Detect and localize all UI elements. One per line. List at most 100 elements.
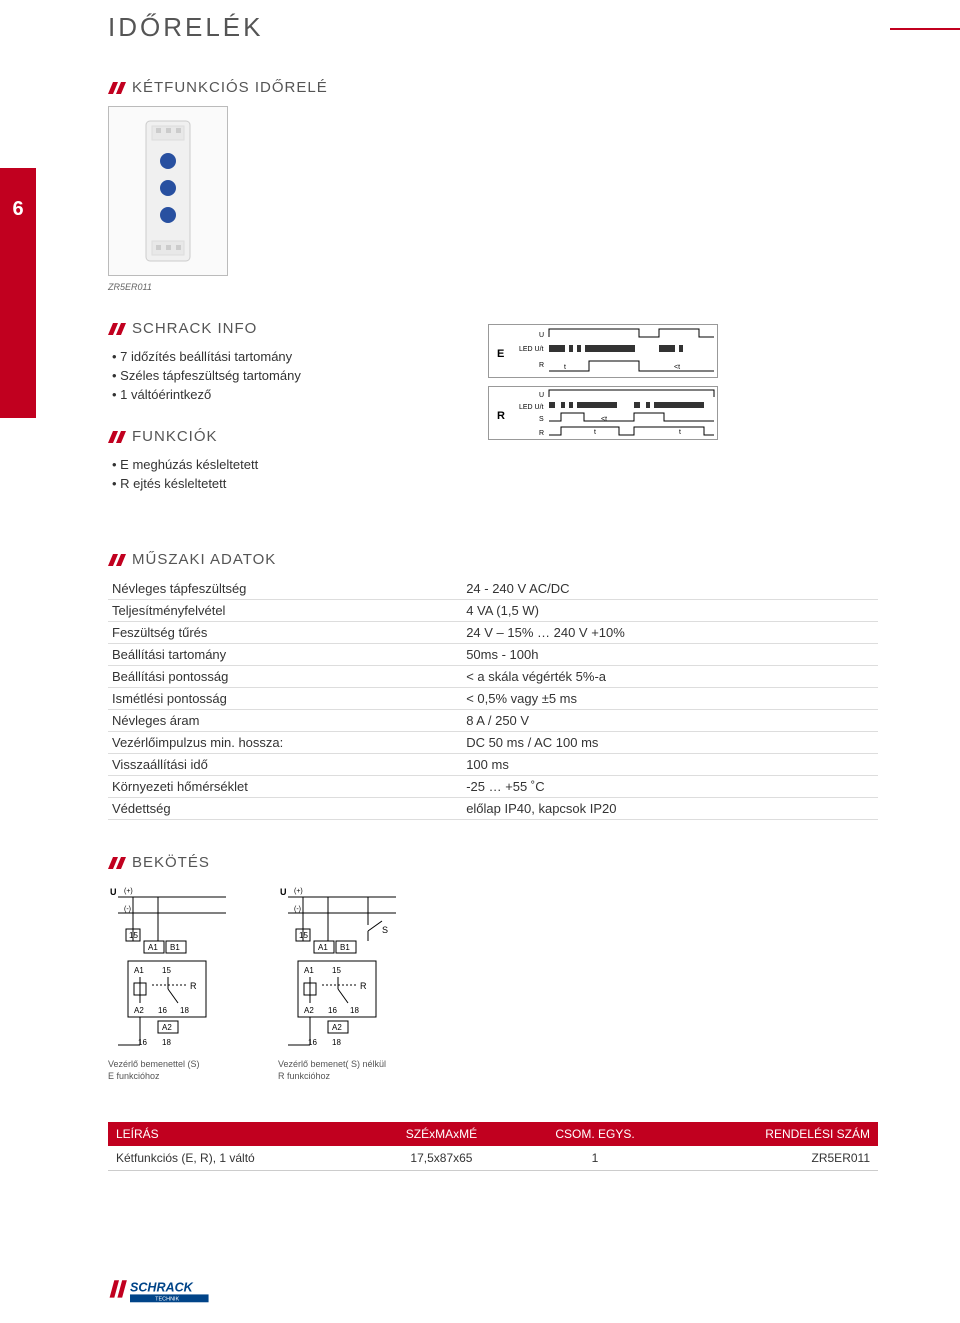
- svg-text:A2: A2: [134, 1006, 144, 1015]
- td-pack: 1: [515, 1146, 675, 1171]
- spec-value: 4 VA (1,5 W): [462, 600, 878, 622]
- svg-text:15: 15: [162, 966, 171, 975]
- svg-text:R: R: [539, 430, 544, 437]
- td-dim: 17,5x87x65: [368, 1146, 515, 1171]
- info-bullet: 7 időzítés beállítási tartomány: [112, 347, 428, 366]
- section-main-title: KÉTFUNKCIÓS IDŐRELÉ: [108, 79, 878, 96]
- spec-value: 100 ms: [462, 754, 878, 776]
- svg-text:18: 18: [162, 1038, 171, 1047]
- product-image: [108, 106, 228, 276]
- slash-icon: [108, 323, 126, 335]
- svg-text:U: U: [539, 392, 544, 399]
- th-leiras: LEÍRÁS: [108, 1122, 368, 1146]
- schrack-logo: SCHRACK TECHNIK: [108, 1274, 218, 1305]
- funkciok-bullet: R ejtés késleltetett: [112, 474, 428, 493]
- spec-value: -25 … +55 ˚C: [462, 776, 878, 798]
- spec-label: Ismétlési pontosság: [108, 688, 462, 710]
- section-schrack-info: SCHRACK INFO: [108, 320, 428, 337]
- svg-text:t: t: [594, 429, 596, 436]
- spec-label: Névleges tápfeszültség: [108, 578, 462, 600]
- svg-text:(+): (+): [124, 888, 133, 895]
- product-caption: ZR5ER011: [108, 282, 878, 292]
- wiring-caption-line: R funkcióhoz: [278, 1071, 418, 1083]
- spec-value: 24 - 240 V AC/DC: [462, 578, 878, 600]
- top-accent-line: [890, 28, 960, 30]
- td-desc: Kétfunkciós (E, R), 1 váltó: [108, 1146, 368, 1171]
- spec-row: Ismétlési pontosság< 0,5% vagy ±5 ms: [108, 688, 878, 710]
- wiring-caption-line: Vezérlő bemenet( S) nélkül: [278, 1059, 418, 1071]
- schrack-info-label: SCHRACK INFO: [132, 320, 257, 337]
- slash-icon: [108, 82, 126, 94]
- td-order: ZR5ER011: [675, 1146, 878, 1171]
- timing-diagrams: E U LED U/t R t <t R: [488, 320, 768, 448]
- spec-value: 8 A / 250 V: [462, 710, 878, 732]
- wiring-block-1: U (+) (-) 15 A1 B1 A1 15 R: [108, 885, 248, 1082]
- section-funkciok: FUNKCIÓK: [108, 428, 428, 445]
- main-title-text: KÉTFUNKCIÓS IDŐRELÉ: [132, 79, 328, 96]
- wiring-row: U (+) (-) 15 A1 B1 A1 15 R: [108, 885, 878, 1082]
- svg-text:15: 15: [299, 931, 308, 940]
- th-dim: SZÉxMAxMÉ: [368, 1122, 515, 1146]
- svg-text:(-): (-): [124, 906, 131, 913]
- spec-label: Környezeti hőmérséklet: [108, 776, 462, 798]
- svg-text:A1: A1: [134, 966, 144, 975]
- th-order: RENDELÉSI SZÁM: [675, 1122, 878, 1146]
- svg-text:U: U: [280, 887, 287, 897]
- svg-text:16: 16: [158, 1006, 167, 1015]
- timing-r-label: R: [497, 410, 505, 422]
- wiring-block-2: U (+) (-) S 15 A1 B1 A1 15: [278, 885, 418, 1082]
- svg-text:B1: B1: [170, 943, 180, 952]
- wiring-caption-line: E funkcióhoz: [108, 1071, 248, 1083]
- svg-text:S: S: [382, 925, 388, 935]
- spec-row: Környezeti hőmérséklet-25 … +55 ˚C: [108, 776, 878, 798]
- svg-text:R: R: [360, 981, 367, 991]
- info-func-row: SCHRACK INFO 7 időzítés beállítási tarto…: [108, 320, 878, 517]
- svg-text:16: 16: [138, 1038, 147, 1047]
- svg-text:A2: A2: [332, 1023, 342, 1032]
- funkciok-label: FUNKCIÓK: [132, 428, 218, 445]
- spec-label: Névleges áram: [108, 710, 462, 732]
- wiring-caption-2: Vezérlő bemenet( S) nélkül R funkcióhoz: [278, 1059, 418, 1082]
- wiring-diagram-1: U (+) (-) 15 A1 B1 A1 15 R: [108, 885, 228, 1050]
- logo-text: SCHRACK: [130, 1280, 194, 1294]
- svg-text:16: 16: [328, 1006, 337, 1015]
- svg-text:U: U: [110, 887, 117, 897]
- spec-row: Teljesítményfelvétel4 VA (1,5 W): [108, 600, 878, 622]
- spec-value: < a skála végérték 5%-a: [462, 666, 878, 688]
- svg-text:18: 18: [332, 1038, 341, 1047]
- product-table-row: Kétfunkciós (E, R), 1 váltó 17,5x87x65 1…: [108, 1146, 878, 1171]
- wiring-caption-1: Vezérlő bemenettel (S) E funkcióhoz: [108, 1059, 248, 1082]
- muszaki-label: MŰSZAKI ADATOK: [132, 551, 276, 568]
- svg-text:(+): (+): [294, 888, 303, 895]
- info-bullet: Széles tápfeszültség tartomány: [112, 366, 428, 385]
- svg-text:t: t: [679, 429, 681, 436]
- page-title: IDŐRELÉK: [108, 12, 878, 43]
- spec-value: 50ms - 100h: [462, 644, 878, 666]
- spec-table: Névleges tápfeszültség24 - 240 V AC/DCTe…: [108, 578, 878, 820]
- spec-row: Névleges tápfeszültség24 - 240 V AC/DC: [108, 578, 878, 600]
- svg-text:A1: A1: [304, 966, 314, 975]
- spec-label: Beállítási tartomány: [108, 644, 462, 666]
- timing-e-label: E: [497, 348, 504, 360]
- svg-text:(-): (-): [294, 906, 301, 913]
- svg-text:18: 18: [180, 1006, 189, 1015]
- timing-diagram-r: R U LED U/t S R t <t: [488, 386, 718, 440]
- svg-text:R: R: [539, 362, 544, 369]
- spec-row: Védettségelőlap IP40, kapcsok IP20: [108, 798, 878, 820]
- info-bullets: 7 időzítés beállítási tartomány Széles t…: [112, 347, 428, 404]
- svg-text:A2: A2: [162, 1023, 172, 1032]
- relay-illustration: [138, 116, 198, 266]
- page-number: 6: [0, 198, 36, 221]
- spec-label: Vezérlőimpulzus min. hossza:: [108, 732, 462, 754]
- slash-icon: [108, 857, 126, 869]
- slash-icon: [108, 554, 126, 566]
- th-pack: CSOM. EGYS.: [515, 1122, 675, 1146]
- spec-row: Feszültség tűrés24 V – 15% … 240 V +10%: [108, 622, 878, 644]
- svg-text:B1: B1: [340, 943, 350, 952]
- svg-text:t: t: [564, 364, 566, 371]
- spec-value: előlap IP40, kapcsok IP20: [462, 798, 878, 820]
- svg-text:LED U/t: LED U/t: [519, 346, 544, 353]
- wiring-diagram-2: U (+) (-) S 15 A1 B1 A1 15: [278, 885, 398, 1050]
- product-table-header-row: LEÍRÁS SZÉxMAxMÉ CSOM. EGYS. RENDELÉSI S…: [108, 1122, 878, 1146]
- section-muszaki: MŰSZAKI ADATOK: [108, 551, 878, 568]
